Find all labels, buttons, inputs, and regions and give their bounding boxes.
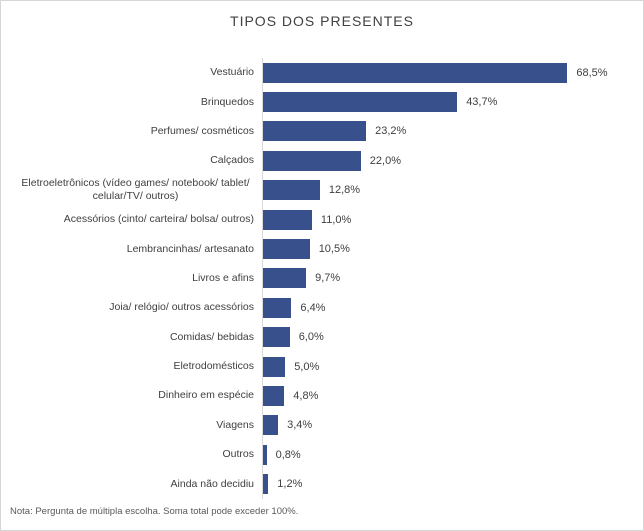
category-label: Acessórios (cinto/ carteira/ bolsa/ outr… bbox=[63, 213, 254, 226]
bar-chart: Vestuário 68,5% Brinquedos 43,7% Perfumes/ c… bbox=[1, 58, 643, 499]
bar-row: Livros e afins 9,7% bbox=[1, 263, 643, 294]
bar bbox=[263, 180, 320, 201]
bar-row: Joia/ relógio/ outros acessórios 6,4% bbox=[1, 293, 643, 323]
category-label: Eletrodomésticos bbox=[173, 360, 254, 373]
bar-cell: 23,2% bbox=[262, 116, 643, 147]
bar-cell: 9,7% bbox=[262, 263, 643, 294]
bar bbox=[263, 239, 310, 260]
bar bbox=[263, 474, 269, 495]
bar-cell: 0,8% bbox=[262, 440, 643, 470]
category-label: Calçados bbox=[210, 154, 254, 167]
bar bbox=[263, 327, 290, 348]
bar-row: Calçados 22,0% bbox=[1, 146, 643, 176]
bar-cell: 5,0% bbox=[262, 351, 643, 382]
bar-row: Eletroeletrônicos (vídeo games/ notebook… bbox=[1, 175, 643, 205]
bar-row: Ainda não decidiu 1,2% bbox=[1, 469, 643, 499]
value-label: 11,0% bbox=[320, 213, 352, 226]
bar bbox=[263, 62, 568, 83]
value-label: 3,4% bbox=[287, 419, 313, 432]
value-label: 6,0% bbox=[298, 331, 324, 344]
bar-cell: 6,4% bbox=[262, 293, 643, 323]
value-label: 10,5% bbox=[318, 243, 350, 256]
bar-row: Eletrodomésticos 5,0% bbox=[1, 351, 643, 382]
bar-rows: Vestuário 68,5% Brinquedos 43,7% Perfumes/ c… bbox=[1, 58, 643, 499]
value-label: 43,7% bbox=[466, 96, 498, 109]
category-label: Lembrancinhas/ artesanato bbox=[126, 242, 254, 255]
bar bbox=[263, 415, 279, 436]
bar-row: Vestuário 68,5% bbox=[1, 58, 643, 88]
category-label: Joia/ relógio/ outros acessórios bbox=[109, 301, 254, 314]
bar-cell: 1,2% bbox=[262, 469, 643, 499]
bar bbox=[263, 150, 361, 171]
category-label: Brinquedos bbox=[200, 95, 254, 108]
bar bbox=[263, 92, 458, 113]
chart-title: TIPOS DOS PRESENTES bbox=[230, 13, 414, 29]
bar bbox=[263, 268, 307, 289]
bar-row: Viagens 3,4% bbox=[1, 410, 643, 441]
bar bbox=[263, 444, 267, 465]
value-label: 1,2% bbox=[277, 478, 303, 491]
bar-cell: 22,0% bbox=[262, 146, 643, 176]
bar-cell: 12,8% bbox=[262, 175, 643, 205]
value-label: 5,0% bbox=[294, 360, 320, 373]
value-label: 9,7% bbox=[315, 272, 341, 285]
bar-cell: 3,4% bbox=[262, 410, 643, 441]
category-label: Perfumes/ cosméticos bbox=[150, 124, 254, 137]
category-label: Eletroeletrônicos (vídeo games/ notebook… bbox=[21, 177, 250, 203]
category-label: Dinheiro em espécie bbox=[158, 389, 254, 402]
bar-cell: 11,0% bbox=[262, 204, 643, 235]
bar bbox=[263, 356, 286, 377]
bar-row: Comidas/ bebidas 6,0% bbox=[1, 322, 643, 352]
bar-row: Outros 0,8% bbox=[1, 440, 643, 470]
value-label: 68,5% bbox=[576, 66, 608, 79]
value-label: 4,8% bbox=[293, 389, 319, 402]
category-label: Comidas/ bebidas bbox=[169, 330, 254, 343]
category-label: Viagens bbox=[216, 418, 254, 431]
value-label: 23,2% bbox=[375, 125, 407, 138]
bar bbox=[263, 297, 292, 318]
bar-cell: 10,5% bbox=[262, 234, 643, 264]
bar-cell: 68,5% bbox=[262, 58, 643, 88]
bar-row: Dinheiro em espécie 4,8% bbox=[1, 381, 643, 411]
category-label: Vestuário bbox=[210, 66, 254, 79]
bar-row: Perfumes/ cosméticos 23,2% bbox=[1, 116, 643, 147]
bar-row: Lembrancinhas/ artesanato 10,5% bbox=[1, 234, 643, 264]
bar bbox=[263, 209, 312, 230]
value-label: 12,8% bbox=[328, 184, 361, 197]
bar bbox=[263, 385, 285, 406]
category-label: Livros e afins bbox=[192, 271, 254, 284]
bar bbox=[263, 121, 367, 142]
bar-row: Acessórios (cinto/ carteira/ bolsa/ outr… bbox=[1, 204, 643, 235]
value-label: 22,0% bbox=[369, 154, 401, 167]
value-label: 6,4% bbox=[300, 301, 326, 314]
bar-cell: 43,7% bbox=[262, 87, 643, 117]
bar-cell: 4,8% bbox=[262, 381, 643, 411]
category-label: Outros bbox=[222, 448, 254, 461]
bar-row: Brinquedos 43,7% bbox=[1, 87, 643, 117]
category-label: Ainda não decidiu bbox=[170, 477, 254, 490]
chart-footnote: Nota: Pergunta de múltipla escolha. Soma… bbox=[10, 506, 299, 517]
bar-cell: 6,0% bbox=[262, 322, 643, 352]
value-label: 0,8% bbox=[275, 448, 301, 461]
